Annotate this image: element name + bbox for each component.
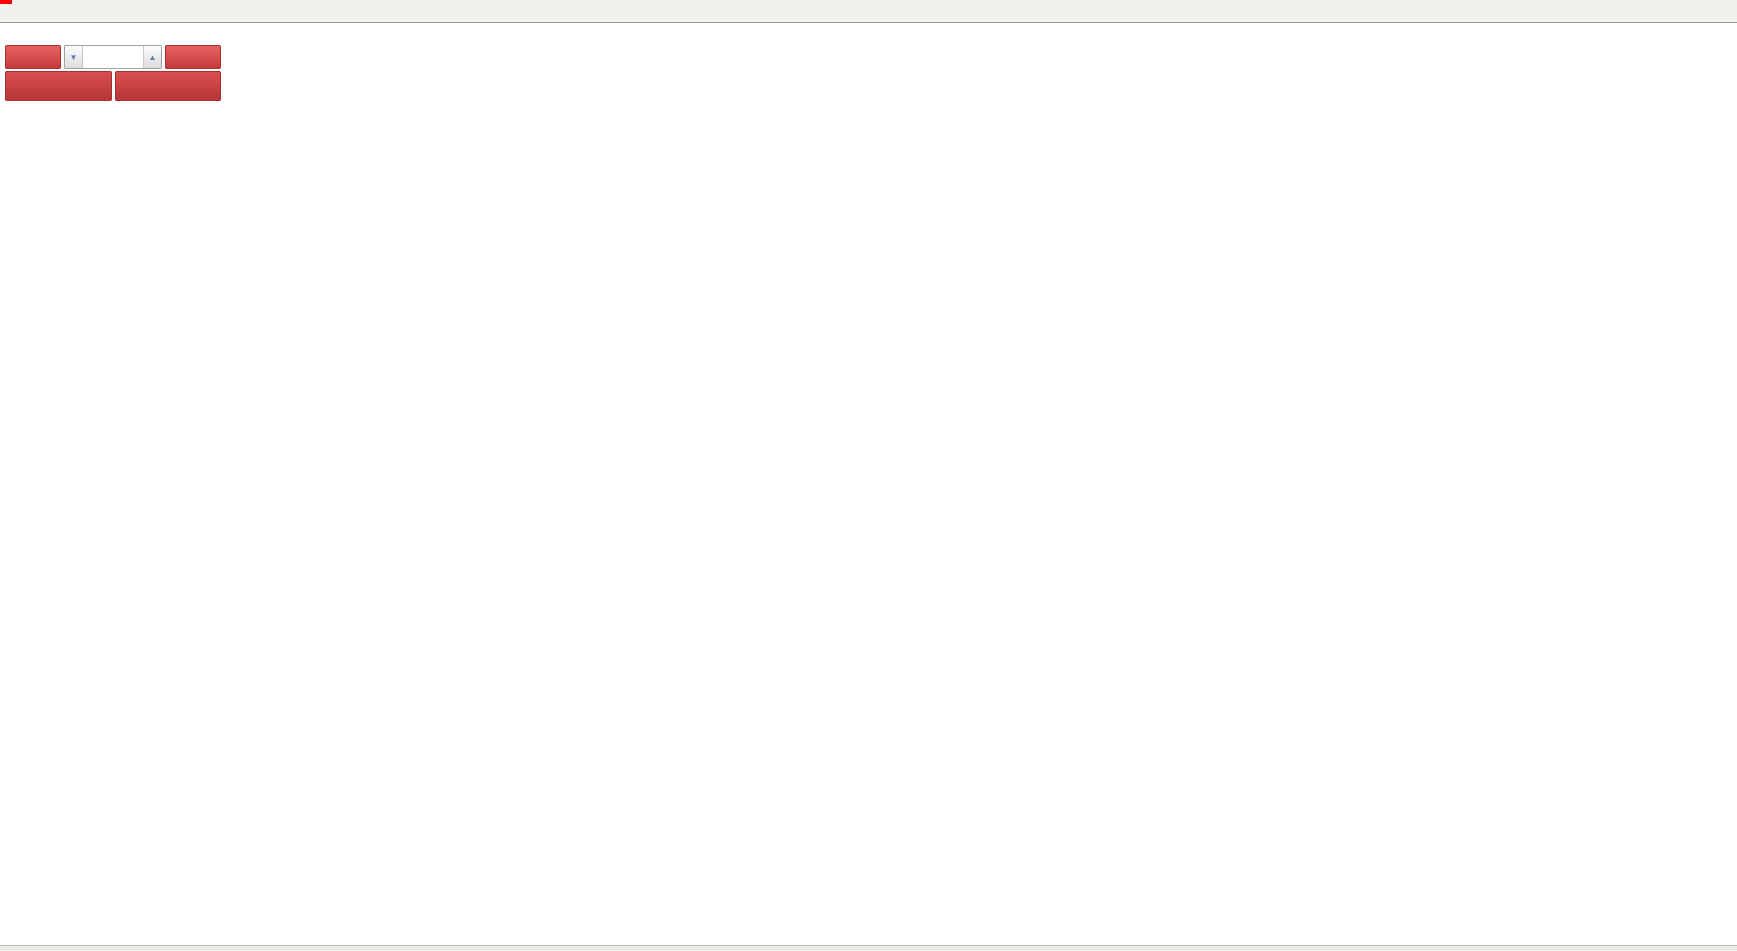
- volume-down-button[interactable]: ▼: [65, 46, 83, 68]
- price-annotation-box[interactable]: [0, 0, 12, 4]
- volume-up-button[interactable]: ▲: [143, 46, 161, 68]
- sell-price-tile[interactable]: [5, 71, 112, 101]
- volume-stepper: ▼ ▲: [64, 45, 162, 69]
- sell-button[interactable]: [5, 45, 61, 69]
- status-strip: [0, 945, 1737, 951]
- buy-button[interactable]: [165, 45, 221, 69]
- chart-plot[interactable]: [0, 23, 1737, 951]
- chart-title: [8, 30, 19, 44]
- toolbar: [0, 0, 1737, 23]
- buy-price-tile[interactable]: [114, 71, 221, 101]
- one-click-trading-panel: ▼ ▲: [5, 45, 221, 101]
- volume-input[interactable]: [83, 46, 143, 68]
